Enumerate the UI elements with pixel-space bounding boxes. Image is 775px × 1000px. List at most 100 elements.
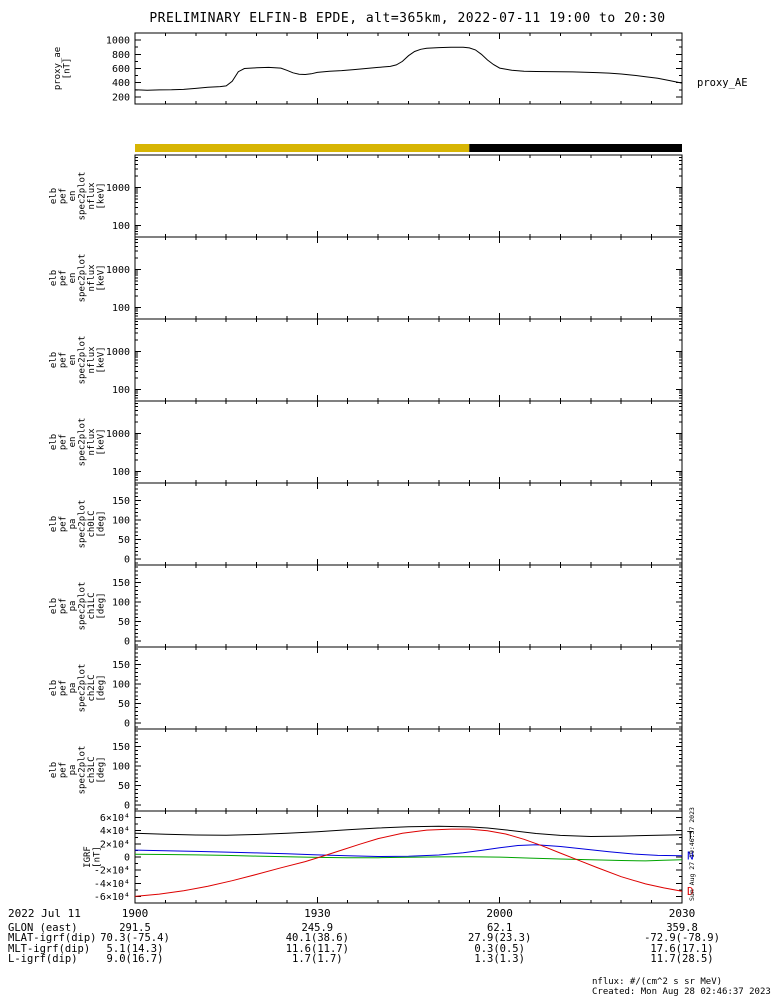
y-axis-label-line: elb [49, 270, 59, 286]
y-axis-label-line: elb [49, 598, 59, 614]
y-axis-label-line: [deg] [97, 592, 107, 619]
footer-value: 1.3(1.3) [474, 952, 525, 965]
y-axis-label-line: nflux [87, 264, 97, 292]
footer-value: 245.9 [301, 922, 334, 934]
y-axis-label-line: pa [68, 765, 78, 776]
panel-frame [134, 564, 683, 648]
y-axis-label-line: nflux [87, 182, 97, 210]
panel-frame [134, 728, 683, 812]
y-axis-label-line: elb [49, 352, 59, 368]
panel-frame [134, 236, 683, 320]
y-tick-label: 200 [112, 92, 130, 103]
y-axis-label-line: pef [59, 188, 69, 204]
y-axis-label-line: [deg] [97, 510, 107, 537]
footer-value: 70.3(-75.4) [100, 932, 170, 945]
y-tick-label: 0 [124, 719, 130, 730]
y-axis-label-line: pa [68, 601, 78, 612]
footer-row: MLAT-igrf(dip) 70.3(-75.4) 40.1(38.6) 27.9(… [0, 932, 775, 945]
series-label-D: D [687, 885, 694, 898]
y-tick-label: 100 [112, 516, 130, 527]
proxy-ae-right-label: proxy_AE [697, 77, 748, 89]
y-axis-label-line: [keV] [97, 346, 107, 373]
y-tick-label: 600 [112, 64, 130, 75]
panel-en_ch0: 100 1000 elb pef en spec2plot nflux [keV] [49, 154, 683, 238]
footer-value: 40.1(38.6) [285, 932, 349, 945]
y-axis-label-line: pef [59, 598, 69, 614]
y-axis-label-line: ch2LC [87, 674, 97, 701]
series-D [134, 828, 683, 897]
y-axis-label-line: spec2plot [78, 254, 88, 303]
y-axis-label-line: [deg] [97, 756, 107, 783]
y-axis-label-line: nflux [87, 428, 97, 456]
y-axis-label-line: pef [59, 352, 69, 368]
panel-en_ch3: 100 1000 elb pef en spec2plot nflux [keV] [49, 400, 683, 484]
y-tick-label: 1000 [106, 36, 130, 47]
footer-value: 1.7(1.7) [292, 952, 343, 965]
y-axis-label-line: pef [59, 434, 69, 450]
y-tick-label: 400 [112, 78, 130, 89]
panel-frame [134, 32, 683, 105]
y-tick-label: -6×10⁴ [94, 892, 130, 903]
panel-frame [134, 318, 683, 402]
y-tick-label: 100 [112, 762, 130, 773]
y-axis-label-line: spec2plot [78, 746, 88, 795]
series-proxy_AE [134, 46, 683, 91]
footer-value: 17.6(17.1) [650, 942, 714, 955]
y-axis-label-line: elb [49, 516, 59, 532]
footer-row-label: L-igrf(dip) [8, 952, 78, 965]
y-axis-label-line: en [68, 273, 78, 284]
y-tick-label: 50 [118, 535, 130, 546]
y-axis-label-line: elb [49, 762, 59, 778]
x-axis-labels-row: 2022 Jul 11 1900 1930 2000 2030 [0, 907, 775, 920]
y-axis-label-line: [keV] [97, 182, 107, 209]
y-tick-label: 100 [112, 467, 130, 478]
panel-frame [134, 646, 683, 730]
y-tick-label: 100 [112, 303, 130, 314]
footer-row-label: MLT-igrf(dip) [8, 942, 91, 955]
y-axis-label-line: spec2plot [78, 418, 88, 467]
y-axis-label-line: ch1LC [87, 592, 97, 619]
y-tick-label: 2×10⁴ [100, 839, 130, 850]
panel-proxy_ae: 200 400 600 800 1000 proxy_ae [nT] [53, 32, 683, 105]
y-axis-label-line: spec2plot [78, 172, 88, 221]
y-axis-label-line: pef [59, 680, 69, 696]
y-axis-label-line: [nT] [93, 846, 103, 868]
series-T [134, 825, 683, 838]
y-axis-label-line: spec2plot [78, 336, 88, 385]
y-axis-label-line: [nT] [63, 58, 73, 80]
panel-pa_ch3: 0 50 100 150 elb pef pa spec2plot ch3LC [deg] [49, 728, 683, 812]
created-timestamp: Created: Mon Aug 28 02:46:37 2023 [592, 987, 771, 997]
footer-row-label: GLON (east) [8, 922, 78, 934]
panel-igrf: -6×10⁴ -4×10⁴ -2×10⁴ 0 2×10⁴ 4×10⁴ 6×10⁴ IGRF [n… [83, 810, 694, 904]
footer-value: 11.7(28.5) [650, 952, 714, 965]
y-axis-label-line: nflux [87, 346, 97, 374]
series-label-T: T [687, 829, 694, 842]
footer-value: 5.1(14.3) [106, 942, 164, 955]
footer-value: 62.1 [487, 922, 513, 934]
y-axis-label-line: [keV] [97, 264, 107, 291]
y-tick-label: 150 [112, 496, 130, 507]
y-tick-label: 0 [124, 555, 130, 566]
footer-value: -72.9(-78.9) [644, 932, 720, 945]
footer-date-label: 2022 Jul 11 [8, 907, 81, 920]
orbit-strip-segment [469, 144, 682, 152]
y-tick-label: 0 [124, 801, 130, 812]
y-tick-label: 50 [118, 781, 130, 792]
y-axis-label-line: pef [59, 762, 69, 778]
y-tick-label: 100 [112, 385, 130, 396]
panel-frame [134, 154, 683, 238]
y-tick-label: 50 [118, 617, 130, 628]
y-tick-label: 0 [124, 853, 130, 864]
panel-frame [134, 400, 683, 484]
x-tick-label: 2000 [486, 907, 513, 920]
footer-value: 291.5 [119, 922, 151, 934]
panel-pa_ch0: 0 50 100 150 elb pef pa spec2plot ch0LC [deg] [49, 482, 683, 566]
panel-en_ch1: 100 1000 elb pef en spec2plot nflux [keV] [49, 236, 683, 320]
y-tick-label: 50 [118, 699, 130, 710]
y-axis-label-line: ch3LC [87, 756, 97, 783]
x-tick-label: 1930 [304, 907, 331, 920]
footer-value: 11.6(11.7) [285, 942, 349, 955]
footer-value: 27.9(23.3) [468, 932, 532, 945]
